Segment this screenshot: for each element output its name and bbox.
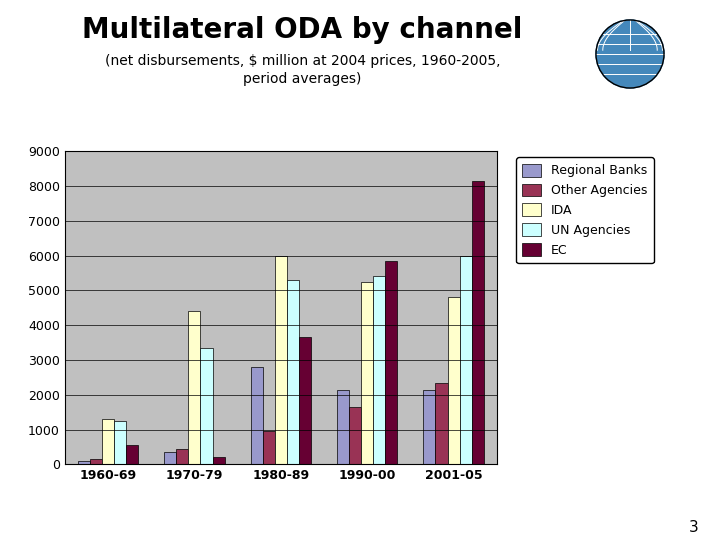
Bar [251,367,263,464]
Bar [189,311,200,464]
Bar [385,261,397,464]
Bar [114,421,126,464]
Bar [436,383,448,464]
Bar [287,280,299,464]
Text: Multilateral ODA by channel: Multilateral ODA by channel [82,16,523,44]
Bar [90,459,102,464]
Circle shape [596,20,664,88]
Bar [373,276,385,464]
Bar [448,298,459,464]
Bar [263,431,275,464]
Bar [212,457,225,464]
Bar [176,449,189,464]
Bar [361,282,373,464]
Bar [472,181,484,464]
Bar [299,338,311,464]
Text: (net disbursements, $ million at 2004 prices, 1960-2005,
period averages): (net disbursements, $ million at 2004 pr… [104,54,500,86]
Bar [349,407,361,464]
Bar [459,255,472,464]
Bar [423,389,436,464]
Bar [337,389,349,464]
Bar [200,348,212,464]
Bar [78,461,90,464]
Bar [164,452,176,464]
Bar [102,419,114,464]
Bar [126,446,138,464]
Text: 3: 3 [688,519,698,535]
Bar [275,255,287,464]
Legend: Regional Banks, Other Agencies, IDA, UN Agencies, EC: Regional Banks, Other Agencies, IDA, UN … [516,158,654,263]
